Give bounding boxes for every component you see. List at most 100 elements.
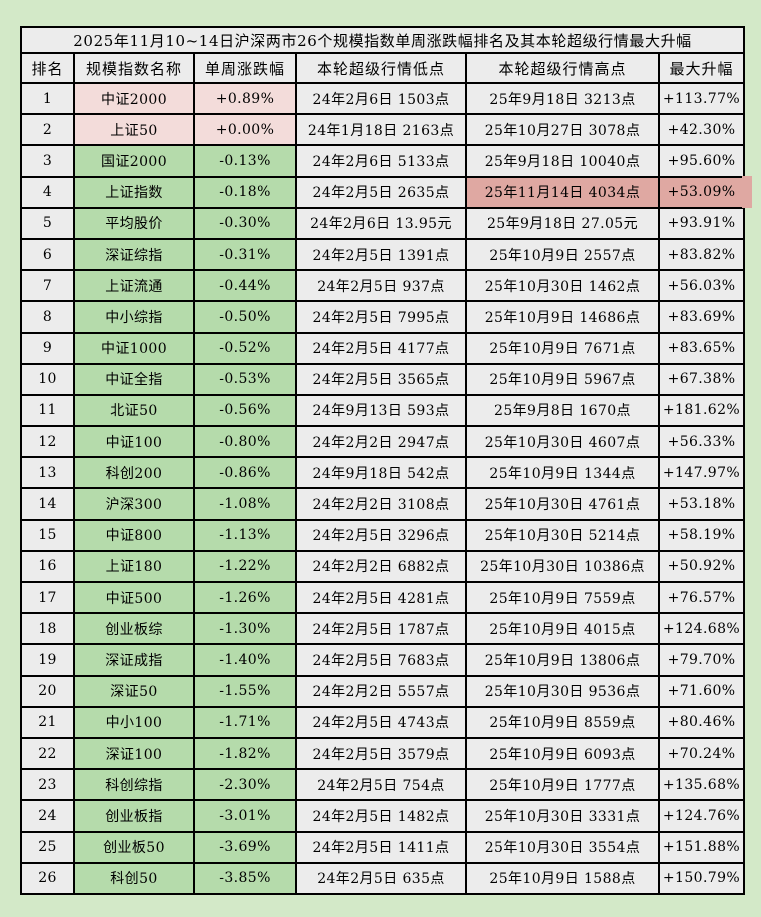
table-row: 22 深证100 -1.82% 24年2月5日 3579点 25年10月9日 6093点…: [20, 736, 746, 771]
weekly-change-cell: -0.18%: [193, 175, 297, 209]
cycle-low-cell: 24年2月5日 3579点: [295, 736, 467, 771]
table-row: 14 沪深300 -1.08% 24年2月2日 3108点 25年10月30日 4761…: [20, 487, 746, 521]
max-gain-cell: +135.68%: [657, 768, 746, 802]
weekly-change-cell: -1.82%: [193, 736, 297, 771]
max-gain-cell: +79.70%: [657, 643, 746, 677]
cycle-high-cell: 25年9月18日 10040点: [465, 144, 660, 178]
table-row: 17 中证500 -1.26% 24年2月5日 4281点 25年10月9日 7559点…: [20, 580, 746, 615]
column-header-rank: 排名: [20, 52, 75, 84]
max-gain-cell: +124.68%: [657, 612, 746, 646]
cycle-low-cell: 24年2月2日 6882点: [295, 549, 467, 584]
column-header-max-gain: 最大升幅: [657, 52, 746, 84]
cycle-low-cell: 24年1月18日 2163点: [295, 113, 467, 147]
index-name-cell: 中小综指: [73, 300, 195, 334]
column-header-cycle-high: 本轮超级行情高点: [465, 52, 660, 84]
rank-cell: 21: [20, 705, 75, 739]
max-gain-cell: +80.46%: [657, 705, 746, 739]
weekly-change-cell: -3.85%: [193, 861, 297, 895]
table-body: 1 中证2000 +0.89% 24年2月6日 1503点 25年9月18日 3213点…: [20, 81, 746, 895]
cycle-high-cell: 25年10月30日 5214点: [465, 518, 660, 552]
cycle-low-cell: 24年2月2日 2947点: [295, 425, 467, 459]
rank-cell: 10: [20, 362, 75, 396]
cycle-low-cell: 24年2月5日 2635点: [295, 175, 467, 209]
cycle-high-cell: 25年10月9日 1588点: [465, 861, 660, 895]
weekly-change-cell: -1.08%: [193, 487, 297, 521]
max-gain-cell: +50.92%: [657, 549, 746, 584]
index-name-cell: 科创综指: [73, 768, 195, 802]
cycle-high-cell: 25年10月9日 7671点: [465, 331, 660, 365]
max-gain-cell: +113.77%: [657, 81, 746, 116]
rank-cell: 16: [20, 549, 75, 584]
rank-cell: 18: [20, 612, 75, 646]
table-row: 11 北证50 -0.56% 24年9月13日 593点 25年9月8日 1670点 +1…: [20, 393, 746, 428]
cycle-low-cell: 24年2月5日 1391点: [295, 237, 467, 272]
max-gain-cell: +42.30%: [657, 113, 746, 147]
rank-cell: 11: [20, 393, 75, 428]
max-gain-cell: +95.60%: [657, 144, 746, 178]
index-name-cell: 中证2000: [73, 81, 195, 116]
cycle-low-cell: 24年2月5日 7683点: [295, 643, 467, 677]
table-row: 7 上证流通 -0.44% 24年2月5日 937点 25年10月30日 1462点 +5…: [20, 269, 746, 303]
index-name-cell: 中证800: [73, 518, 195, 552]
max-gain-cell: +70.24%: [657, 736, 746, 771]
table-row: 18 创业板综 -1.30% 24年2月5日 1787点 25年10月9日 4015点 +…: [20, 612, 746, 646]
table-row: 24 创业板指 -3.01% 24年2月5日 1482点 25年10月30日 3331点…: [20, 799, 746, 833]
cycle-low-cell: 24年2月5日 4281点: [295, 580, 467, 615]
rank-cell: 1: [20, 81, 75, 116]
table-title-row: 2025年11月10~14日沪深两市26个规模指数单周涨跌幅排名及其本轮超级行情…: [19, 26, 746, 54]
max-gain-cell: +76.57%: [657, 580, 746, 615]
weekly-change-cell: -1.13%: [193, 518, 297, 552]
index-name-cell: 沪深300: [73, 487, 195, 521]
max-gain-cell: +71.60%: [657, 674, 746, 708]
rank-cell: 4: [20, 175, 75, 209]
rank-cell: 17: [20, 580, 75, 615]
index-name-cell: 深证100: [73, 736, 195, 771]
weekly-change-cell: -0.30%: [193, 206, 297, 240]
weekly-change-cell: +0.00%: [193, 113, 297, 147]
cycle-high-cell: 25年10月30日 4607点: [465, 425, 660, 459]
cycle-high-cell: 25年10月9日 2557点: [465, 237, 660, 272]
cycle-high-cell: 25年11月14日 4034点: [465, 175, 660, 209]
max-gain-cell: +83.82%: [657, 237, 746, 272]
cycle-low-cell: 24年2月5日 937点: [295, 269, 467, 303]
cycle-low-cell: 24年2月2日 5557点: [295, 674, 467, 708]
cycle-low-cell: 24年2月5日 3565点: [295, 362, 467, 396]
cycle-low-cell: 24年2月5日 1482点: [295, 799, 467, 833]
max-gain-cell: +67.38%: [657, 362, 746, 396]
max-gain-cell: +147.97%: [657, 456, 746, 490]
max-gain-cell: +181.62%: [657, 393, 746, 428]
weekly-change-cell: +0.89%: [193, 81, 297, 116]
cycle-high-cell: 25年10月30日 3331点: [465, 799, 660, 833]
index-name-cell: 中小100: [73, 705, 195, 739]
weekly-change-cell: -1.71%: [193, 705, 297, 739]
table-row: 8 中小综指 -0.50% 24年2月5日 7995点 25年10月9日 14686点 +…: [20, 300, 746, 334]
max-gain-cell: +93.91%: [657, 206, 746, 240]
cycle-high-cell: 25年10月9日 13806点: [465, 643, 660, 677]
table-row: 4 上证指数 -0.18% 24年2月5日 2635点 25年11月14日 4034点 +…: [20, 175, 746, 209]
weekly-change-cell: -0.80%: [193, 425, 297, 459]
index-name-cell: 上证指数: [73, 175, 195, 209]
cycle-low-cell: 24年2月6日 1503点: [295, 81, 467, 116]
weekly-change-cell: -1.30%: [193, 612, 297, 646]
weekly-change-cell: -0.52%: [193, 331, 297, 365]
rank-cell: 5: [20, 206, 75, 240]
table-row: 5 平均股价 -0.30% 24年2月6日 13.95元 25年9月18日 27.05元…: [20, 206, 746, 240]
max-gain-cell: +58.19%: [657, 518, 746, 552]
rank-cell: 7: [20, 269, 75, 303]
table-row: 9 中证1000 -0.52% 24年2月5日 4177点 25年10月9日 7671点…: [20, 331, 746, 365]
index-name-cell: 中证全指: [73, 362, 195, 396]
index-name-cell: 创业板指: [73, 799, 195, 833]
table-row: 26 科创50 -3.85% 24年2月5日 635点 25年10月9日 1588点 +1…: [20, 861, 746, 895]
column-header-weekly-change: 单周涨跌幅: [193, 52, 297, 84]
weekly-change-cell: -0.13%: [193, 144, 297, 178]
table-row: 1 中证2000 +0.89% 24年2月6日 1503点 25年9月18日 3213点…: [20, 81, 746, 116]
max-gain-cell: +56.33%: [657, 425, 746, 459]
index-name-cell: 深证50: [73, 674, 195, 708]
max-gain-cell: +151.88%: [657, 830, 746, 864]
rank-cell: 22: [20, 736, 75, 771]
index-name-cell: 北证50: [73, 393, 195, 428]
table-row: 21 中小100 -1.71% 24年2月5日 4743点 25年10月9日 8559点…: [20, 705, 746, 739]
cycle-high-cell: 25年10月9日 8559点: [465, 705, 660, 739]
cycle-low-cell: 24年2月6日 13.95元: [295, 206, 467, 240]
table-row: 20 深证50 -1.55% 24年2月2日 5557点 25年10月30日 9536点…: [20, 674, 746, 708]
